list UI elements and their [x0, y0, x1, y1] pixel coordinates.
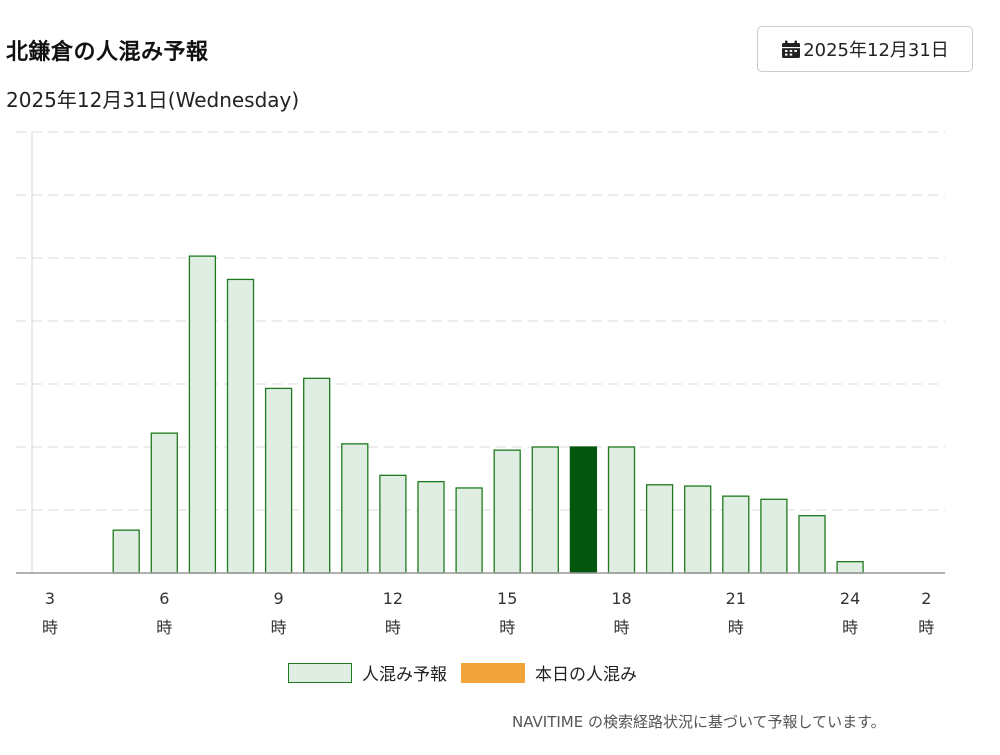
bar-13 [417, 480, 445, 574]
x-tick-unit-18: 時 [613, 618, 629, 637]
legend-label-forecast: 人混み予報 [362, 665, 447, 685]
bar-24 [836, 561, 864, 574]
date-button-label: 2025年12月31日 [803, 40, 949, 61]
x-tick-label-21: 21 [726, 589, 746, 608]
x-tick-label-18: 18 [611, 589, 631, 608]
page-title: 北鎌倉の人混み予報 [6, 40, 209, 65]
bar-14 [455, 487, 483, 574]
bar-9 [264, 387, 293, 574]
date-subtitle: 2025年12月31日(Wednesday) [6, 88, 300, 112]
x-tick-unit-6: 時 [156, 618, 172, 637]
legend-swatch-forecast [288, 662, 352, 683]
x-tick-unit-21: 時 [728, 618, 744, 637]
bar-10 [303, 377, 331, 574]
legend-item-today[interactable]: 本日の人混み [461, 660, 637, 685]
legend-swatch-today [461, 662, 525, 683]
crowd-forecast-chart: 3 時 6 時 9 時 12 時 15 時 18 時 21 時 24 時 2 時 [16, 131, 945, 637]
legend-label-today: 本日の人混み [535, 665, 637, 685]
bar-16 [531, 446, 559, 574]
x-tick-unit-2: 時 [918, 618, 934, 637]
bar-6 [150, 432, 178, 574]
x-tick-label-6: 6 [159, 589, 169, 608]
calendar-icon [781, 40, 801, 59]
x-tick-label-2: 2 [921, 589, 931, 608]
x-tick-unit-12: 時 [385, 618, 401, 637]
bar-21 [722, 495, 750, 574]
bar-8 [226, 278, 255, 574]
bar-12 [379, 474, 407, 574]
legend-item-forecast[interactable]: 人混み予報 [288, 660, 447, 685]
source-note: NAVITIME の検索経路状況に基づいて予報しています。 [512, 713, 886, 731]
bar-19 [645, 484, 674, 574]
x-tick-unit-9: 時 [271, 618, 287, 637]
x-tick-unit-3: 時 [42, 618, 58, 637]
bar-20 [684, 485, 712, 574]
chart-legend: 人混み予報 本日の人混み [288, 660, 651, 685]
bar-15 [493, 449, 521, 574]
x-tick-label-24: 24 [840, 589, 860, 608]
date-picker-button[interactable]: 2025年12月31日 [757, 26, 973, 72]
x-tick-label-15: 15 [497, 589, 517, 608]
bar-22 [760, 498, 788, 574]
x-tick-label-12: 12 [383, 589, 403, 608]
x-tick-unit-24: 時 [842, 618, 858, 637]
bar-17 [569, 446, 598, 574]
bar-5 [112, 529, 140, 574]
bar-7 [188, 255, 217, 574]
x-tick-label-9: 9 [274, 589, 284, 608]
x-tick-unit-15: 時 [499, 618, 515, 637]
bar-18 [607, 446, 636, 574]
bar-11 [341, 443, 369, 574]
x-tick-label-3: 3 [45, 589, 55, 608]
bar-23 [798, 515, 826, 574]
